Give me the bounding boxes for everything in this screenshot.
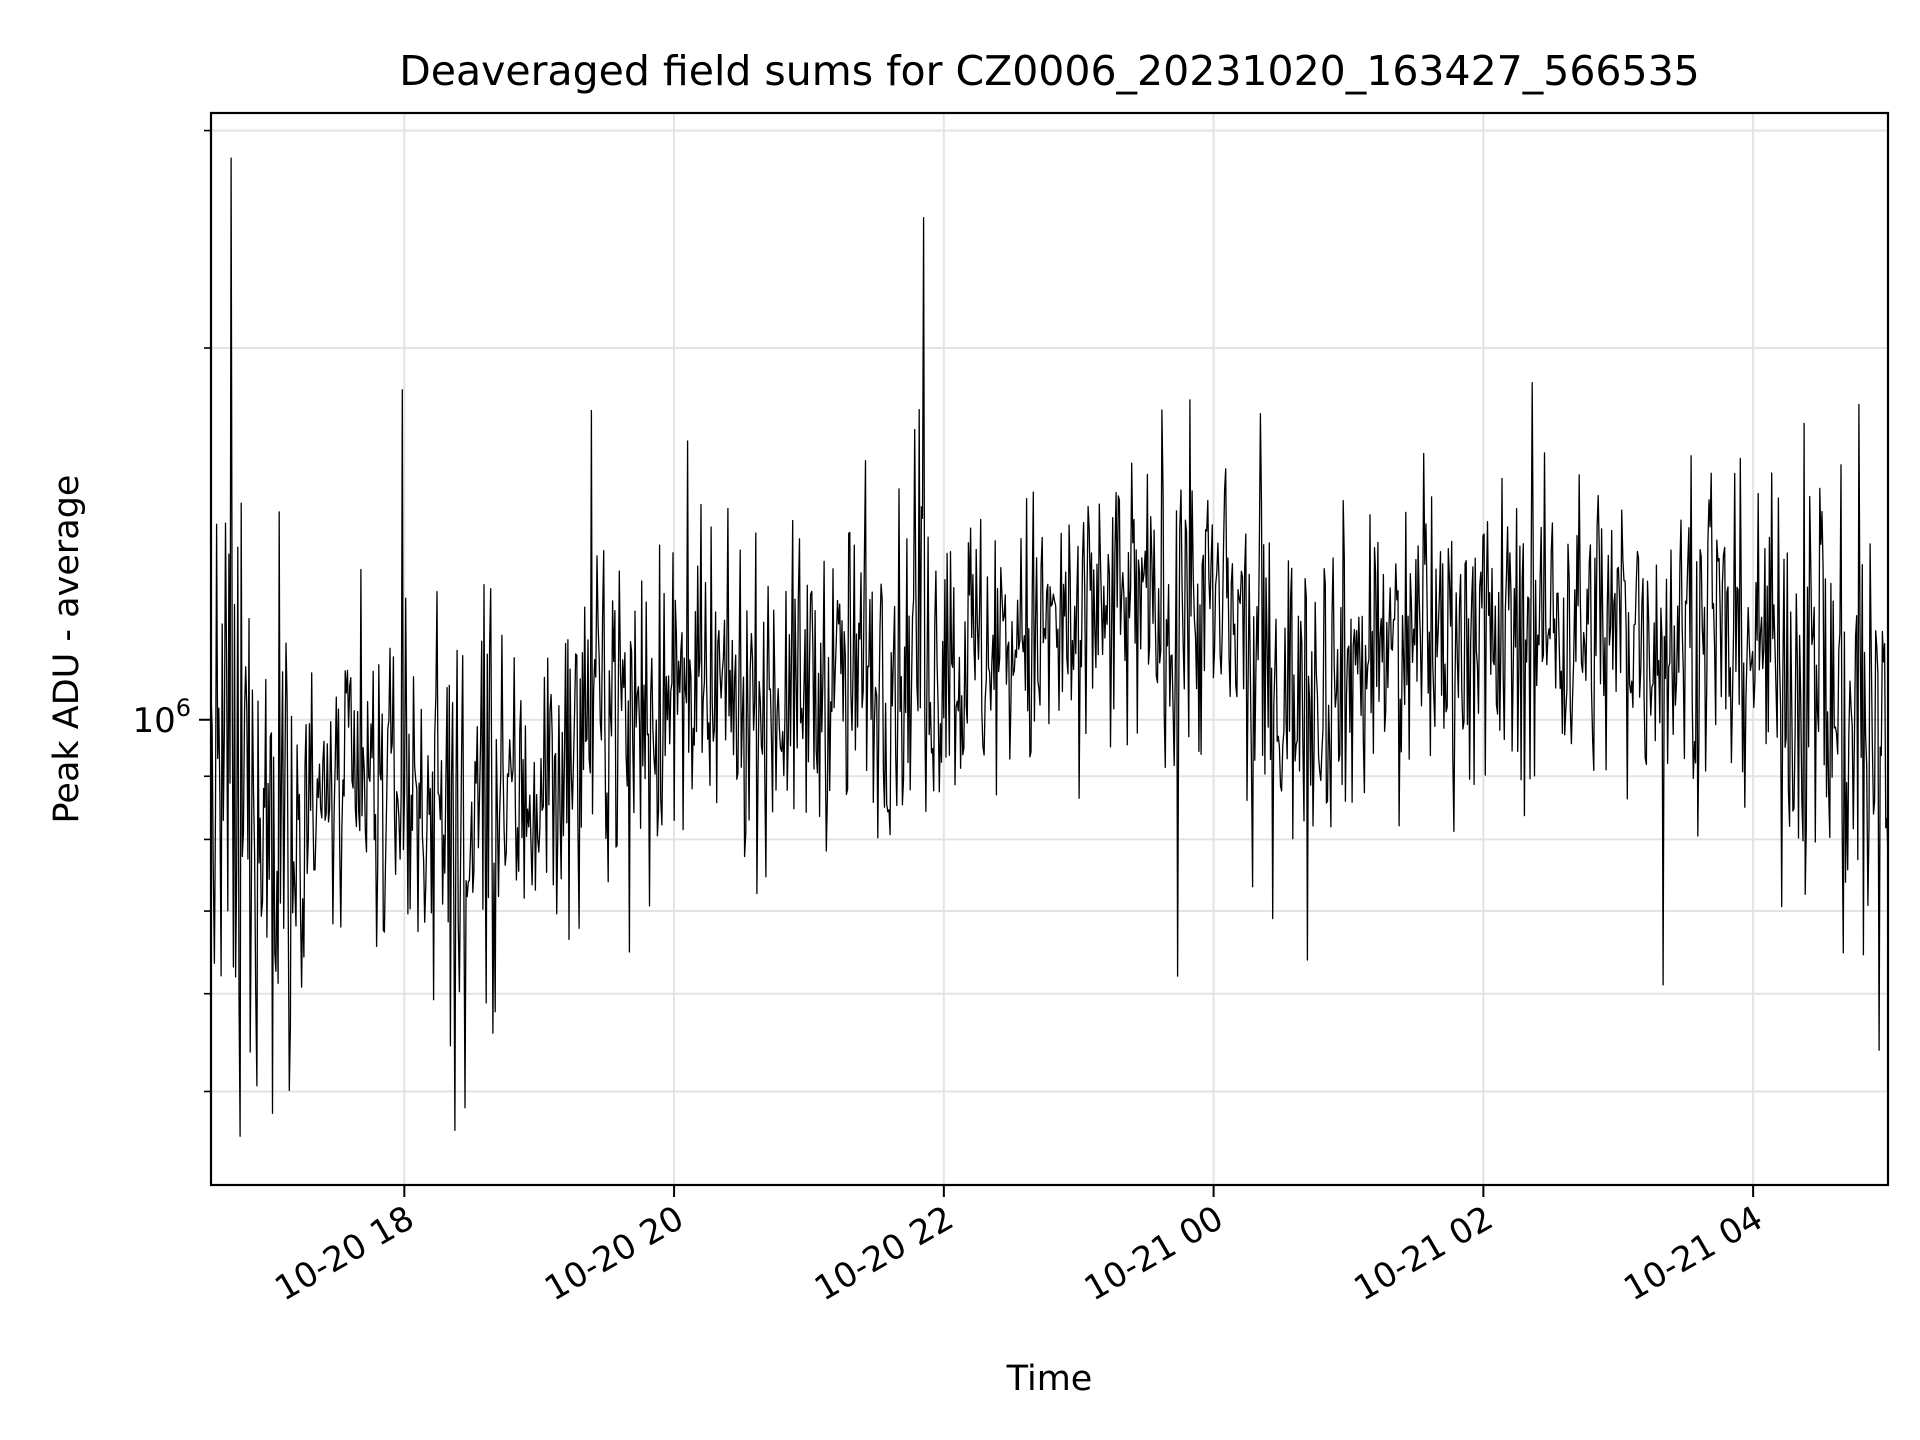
x-tick-label: 10-21 04 bbox=[1617, 1198, 1769, 1309]
chart-title: Deaveraged field sums for CZ0006_2023102… bbox=[399, 47, 1700, 95]
y-tick-label-base: 10 bbox=[132, 701, 175, 741]
x-tick-label: 10-21 00 bbox=[1078, 1198, 1230, 1309]
y-tick-label-exponent: 6 bbox=[176, 694, 191, 722]
series-line bbox=[210, 157, 1889, 1137]
x-tick-label: 10-21 02 bbox=[1347, 1198, 1499, 1309]
x-tick-label: 10-20 20 bbox=[538, 1198, 690, 1309]
x-axis-label: Time bbox=[1006, 1359, 1093, 1399]
x-tick-label: 10-20 22 bbox=[808, 1198, 960, 1309]
y-tick-label: 106 bbox=[132, 694, 191, 741]
grid-layer bbox=[211, 113, 1888, 1185]
series-layer bbox=[210, 157, 1889, 1137]
plot-frame bbox=[209, 111, 1890, 1187]
x-tick-label: 10-20 18 bbox=[268, 1198, 420, 1309]
y-axis-label: Peak ADU - average bbox=[47, 475, 87, 824]
